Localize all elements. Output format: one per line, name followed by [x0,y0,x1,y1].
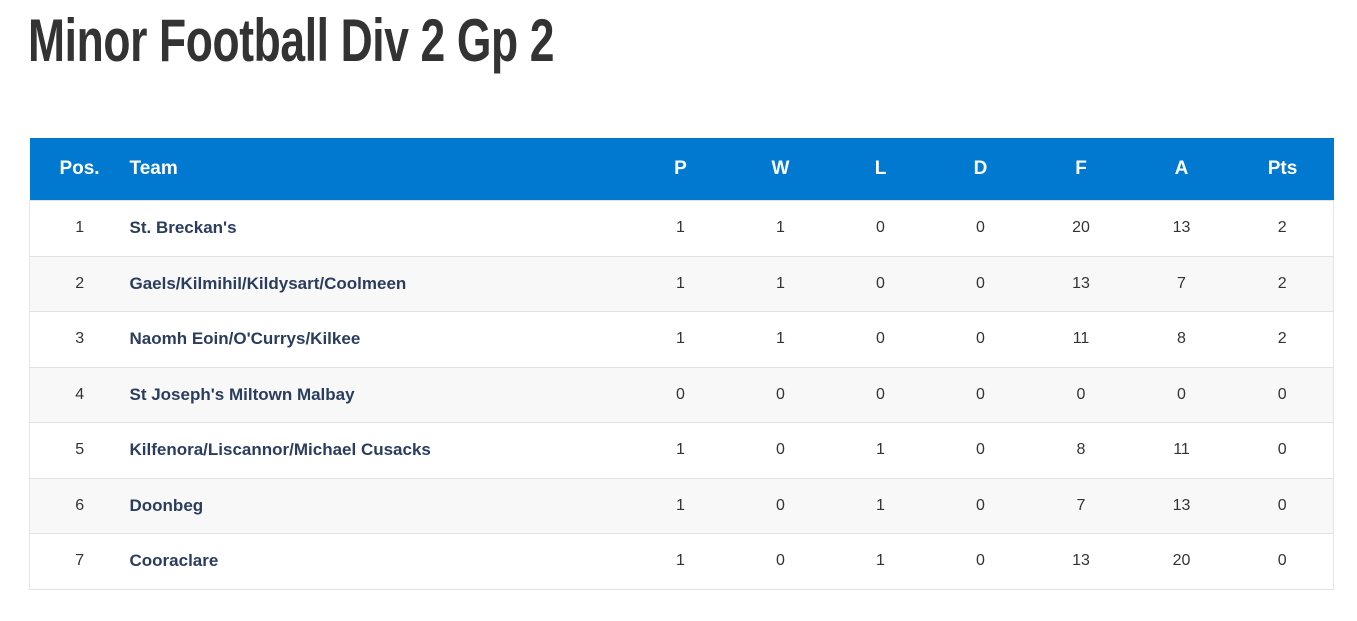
table-cell: 1 [630,255,731,312]
table-cell: 0 [730,477,831,534]
team-name: Gaels/Kilmihil/Kildysart/Coolmeen [129,255,631,312]
table-row: 4 St Joseph's Miltown Malbay 0 0 0 0 0 0 0 [29,366,1334,423]
table-cell: 1 [730,255,831,312]
table-cell: 20 [1030,200,1132,256]
standings-table: Pos. Team P W L D F A Pts 1 St. Breckan's 1 1 0 0 20 13… [29,138,1334,590]
table-cell: 2 [1231,200,1334,256]
column-header: Team [129,138,631,201]
table-cell: 0 [730,533,831,589]
table-cell: 0 [1030,366,1132,423]
table-cell: 11 [1131,422,1232,478]
table-cell: 0 [1231,533,1334,589]
table-cell: 1 [730,311,831,367]
table-cell: 0 [830,255,931,312]
table-cell: 0 [930,366,1031,423]
column-header: F [1030,138,1132,201]
table-cell: 1 [830,422,931,478]
table-cell: 1 [830,533,931,589]
table-cell: 0 [730,422,831,478]
table-cell: 0 [930,255,1031,312]
table-cell: 13 [1030,533,1132,589]
table-cell: 0 [830,200,931,256]
table-cell: 13 [1030,255,1132,312]
table-cell: 3 [29,311,130,367]
table-cell: 4 [29,366,130,423]
page-title: Minor Football Div 2 Gp 2 [28,7,555,74]
table-row: 1 St. Breckan's 1 1 0 0 20 13 2 [29,200,1334,256]
table-cell: 7 [1030,477,1132,534]
team-name: Doonbeg [129,477,631,534]
team-name: Cooraclare [129,533,631,589]
table-cell: 1 [730,200,831,256]
table-cell: 0 [930,200,1031,256]
table-cell: 7 [29,533,130,589]
team-name: Kilfenora/Liscannor/Michael Cusacks [129,422,631,478]
table-cell: 8 [1131,311,1232,367]
table-header: Pos. Team P W L D F A Pts [29,138,1334,201]
table-cell: 13 [1131,200,1232,256]
table-row: 6 Doonbeg 1 0 1 0 7 13 0 [29,477,1334,534]
table-row: 7 Cooraclare 1 0 1 0 13 20 0 [29,533,1334,589]
table-cell: 0 [630,366,731,423]
table-cell: 2 [29,255,130,312]
table-cell: 20 [1131,533,1232,589]
column-header: D [930,138,1031,201]
column-header: P [630,138,731,201]
table-cell: 1 [630,422,731,478]
table-cell: 13 [1131,477,1232,534]
table-cell: 0 [1231,366,1334,423]
table-cell: 1 [630,311,731,367]
table-cell: 1 [630,533,731,589]
table-row: 2 Gaels/Kilmihil/Kildysart/Coolmeen 1 1 0 0 13… [29,255,1334,312]
table-cell: 0 [930,422,1031,478]
table-cell: 0 [830,366,931,423]
column-header: A [1131,138,1232,201]
table-cell: 8 [1030,422,1132,478]
table-cell: 1 [830,477,931,534]
column-header: Pos. [29,138,130,201]
team-name: St Joseph's Miltown Malbay [129,366,631,423]
column-header: Pts [1231,138,1334,201]
table-cell: 1 [29,200,130,256]
table-cell: 0 [930,311,1031,367]
table-cell: 0 [1131,366,1232,423]
table-cell: 0 [830,311,931,367]
table-row: 5 Kilfenora/Liscannor/Michael Cusacks 1 0 1 0… [29,422,1334,478]
team-name: St. Breckan's [129,200,631,256]
table-cell: 6 [29,477,130,534]
table-cell: 2 [1231,255,1334,312]
table-body: 1 St. Breckan's 1 1 0 0 20 13 2 2 Gaels/Kilmihil/K… [29,200,1334,589]
table-cell: 5 [29,422,130,478]
table-cell: 0 [930,477,1031,534]
table-cell: 2 [1231,311,1334,367]
team-name: Naomh Eoin/O'Currys/Kilkee [129,311,631,367]
table-cell: 11 [1030,311,1132,367]
table-cell: 0 [730,366,831,423]
header-row: Pos. Team P W L D F A Pts [29,138,1334,201]
table-cell: 7 [1131,255,1232,312]
table-cell: 0 [1231,477,1334,534]
column-header: L [830,138,931,201]
column-header: W [730,138,831,201]
table-cell: 1 [630,200,731,256]
table-cell: 1 [630,477,731,534]
table-cell: 0 [930,533,1031,589]
table-row: 3 Naomh Eoin/O'Currys/Kilkee 1 1 0 0 11 8 2 [29,311,1334,367]
table-cell: 0 [1231,422,1334,478]
